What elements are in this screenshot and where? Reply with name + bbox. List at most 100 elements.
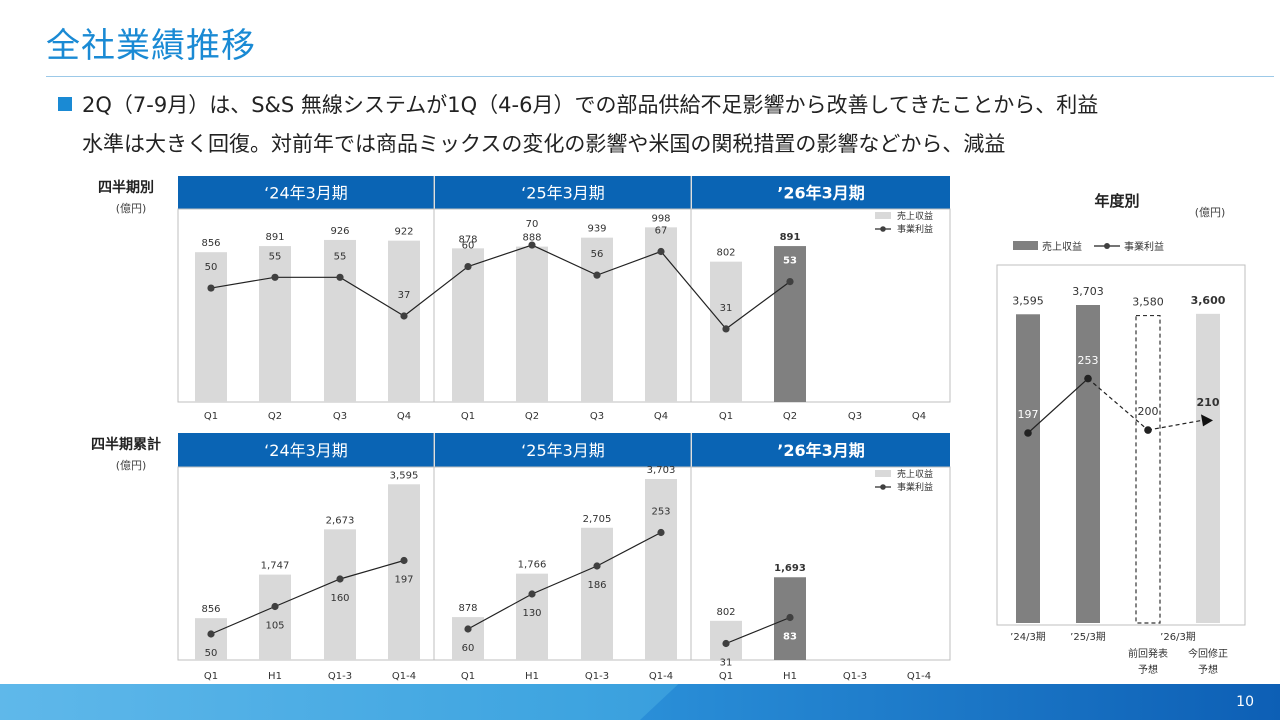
- cumulative-period-header-label: ‘25年3月期: [521, 441, 605, 460]
- quarterly-profit-line: [210, 276, 405, 317]
- cumulative-profit-value-label: 253: [651, 507, 670, 518]
- cumulative-profit-value-label: 50: [205, 648, 218, 659]
- cumulative-x-tick-label: H1: [268, 671, 282, 682]
- annual-profit-line: [1027, 378, 1089, 434]
- cumulative-legend-label-profit: 事業利益: [897, 481, 933, 493]
- quarterly-profit-point: [336, 273, 344, 281]
- quarterly-sales-bar: [259, 246, 291, 402]
- cumulative-side-title: 四半期累計: [91, 436, 161, 453]
- cumulative-profit-line: [725, 616, 791, 645]
- annual-x-tick-label: 今回修正: [1188, 647, 1228, 660]
- quarterly-profit-value-label: 60: [462, 241, 475, 252]
- quarterly-sales-bar: [645, 227, 677, 402]
- cumulative-sales-value-label: 2,705: [583, 514, 612, 525]
- cumulative-profit-point: [271, 602, 279, 611]
- cumulative-period-header-label: ’26年3月期: [777, 441, 864, 460]
- quarterly-profit-point: [786, 278, 794, 286]
- quarterly-profit-value-label: 70: [526, 219, 539, 230]
- quarterly-profit-line: [725, 281, 791, 330]
- quarterly-profit-point: [722, 325, 730, 333]
- annual-profit-point: [1024, 429, 1032, 437]
- annual-sales-bar: [1196, 313, 1220, 623]
- cumulative-panel-frame: [177, 466, 951, 661]
- cumulative-x-tick-label: H1: [783, 671, 797, 682]
- quarterly-sales-bar: [774, 246, 806, 402]
- quarterly-sales-value-label: 856: [201, 238, 220, 249]
- cumulative-sales-bar: [324, 529, 356, 660]
- annual-x-tick-label: 前回発表: [1128, 647, 1168, 660]
- quarterly-sales-value-label: 922: [394, 227, 413, 238]
- annual-legend-swatch-sales: [1013, 241, 1038, 250]
- quarterly-sales-bar: [452, 248, 484, 402]
- bullet-square-icon: [58, 97, 72, 111]
- cumulative-sales-bar: [259, 574, 291, 660]
- cumulative-profit-point: [464, 625, 472, 633]
- quarterly-profit-value-label: 55: [269, 251, 282, 262]
- cumulative-sales-bar: [452, 617, 484, 660]
- cumulative-period-header: [435, 433, 691, 467]
- quarterly-x-tick-label: Q1: [461, 411, 475, 422]
- quarterly-sales-bar: [581, 237, 613, 402]
- quarterly-x-tick-label: Q3: [848, 411, 862, 422]
- cumulative-profit-value-label: 186: [587, 580, 606, 591]
- cumulative-sales-value-label: 1,766: [518, 560, 547, 571]
- quarterly-profit-value-label: 55: [334, 251, 347, 262]
- quarterly-x-tick-label: Q2: [525, 411, 539, 422]
- page-title: 全社業績推移: [46, 26, 256, 66]
- annual-profit-value-label: 253: [1078, 354, 1099, 367]
- cumulative-sales-value-label: 1,693: [774, 563, 806, 574]
- page-number: 10: [1236, 694, 1254, 710]
- quarterly-profit-value-label: 31: [720, 303, 733, 314]
- quarterly-sales-value-label: 926: [330, 226, 349, 237]
- quarterly-profit-point: [593, 271, 601, 279]
- quarterly-sales-bar: [388, 240, 420, 402]
- annual-x-tick-label: ’24/3期: [1010, 631, 1046, 643]
- cumulative-period-header-label: ‘24年3月期: [264, 441, 348, 460]
- annual-legend-swatch-profit-point: [1104, 243, 1110, 249]
- subtitle-line-1: 2Q（7-9月）は、S&S 無線システムが1Q（4-6月）での部品供給不足影響か…: [82, 93, 1099, 117]
- quarterly-profit-point: [271, 273, 279, 281]
- cumulative-x-tick-label: Q1-3: [328, 671, 352, 682]
- cumulative-profit-value-label: 160: [330, 593, 349, 604]
- quarterly-legend-swatch-sales: [875, 212, 891, 219]
- cumulative-profit-point: [207, 630, 215, 638]
- quarterly-legend-label-sales: 売上収益: [897, 210, 933, 222]
- cumulative-sales-value-label: 878: [458, 603, 477, 614]
- quarterly-profit-point: [657, 247, 665, 256]
- annual-panel-frame: [996, 264, 1246, 626]
- quarterly-period-header: [178, 176, 434, 209]
- annual-sales-value-label: 3,703: [1072, 285, 1104, 298]
- cumulative-sales-value-label: 3,703: [647, 465, 676, 476]
- annual-profit-line-forecast: [1147, 419, 1203, 431]
- quarterly-unit-label: (億円): [116, 202, 147, 215]
- cumulative-x-tick-label: Q1: [719, 671, 733, 682]
- cumulative-profit-value-label: 130: [522, 608, 541, 619]
- annual-unit-label: (億円): [1195, 206, 1226, 219]
- quarterly-period-header: [692, 176, 950, 209]
- cumulative-x-tick-label: Q1: [461, 671, 475, 682]
- cumulative-x-tick-label: Q1-4: [907, 671, 931, 682]
- quarterly-sales-value-label: 998: [651, 213, 670, 224]
- cumulative-profit-line: [467, 531, 662, 630]
- cumulative-profit-point: [657, 528, 665, 537]
- cumulative-profit-point: [400, 556, 408, 565]
- footer-band-accent: [640, 684, 1280, 720]
- annual-sales-value-label: 3,595: [1012, 294, 1044, 307]
- cumulative-profit-value-label: 31: [720, 658, 733, 669]
- quarterly-profit-point: [207, 284, 215, 292]
- cumulative-period-header: [692, 433, 950, 467]
- annual-sales-bar-forecast-previous: [1135, 314, 1161, 624]
- cumulative-x-tick-label: Q1-3: [585, 671, 609, 682]
- cumulative-sales-value-label: 856: [201, 604, 220, 615]
- quarterly-profit-value-label: 50: [205, 262, 218, 273]
- quarterly-profit-point: [528, 241, 536, 249]
- annual-profit-value-label: 200: [1138, 405, 1159, 418]
- quarterly-x-tick-label: Q4: [397, 411, 411, 422]
- quarterly-x-tick-label: Q4: [912, 411, 926, 422]
- annual-sales-bar: [1076, 305, 1100, 623]
- annual-profit-line-forecast: [1087, 378, 1149, 431]
- quarterly-period-header-label: ‘24年3月期: [264, 184, 348, 203]
- annual-profit-point: [1084, 374, 1092, 383]
- annual-title: 年度別: [1094, 192, 1139, 210]
